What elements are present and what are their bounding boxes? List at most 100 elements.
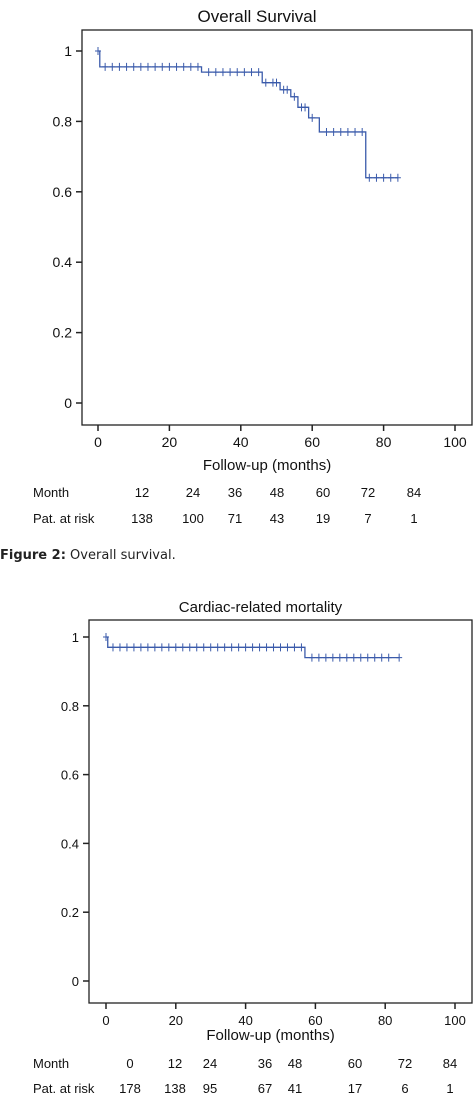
chart1-censor-mark: [102, 62, 109, 71]
chart1-risk-month: 72: [361, 485, 375, 500]
chart2-censor-mark: [396, 653, 403, 662]
chart1-y-tick-label: 0.2: [53, 325, 73, 341]
chart2-x-tick-label: 80: [378, 1013, 392, 1028]
chart2-censor-mark: [130, 643, 137, 652]
chart1-censor-mark: [194, 62, 201, 71]
chart1-censor-mark: [152, 62, 159, 71]
chart1-plot-frame: [81, 29, 473, 426]
chart1-censor-mark: [291, 92, 298, 101]
chart2-risk-at-risk-count: 1: [446, 1081, 453, 1096]
chart2-risk-at-risk-count: 67: [258, 1081, 272, 1096]
chart1-censor-mark: [394, 173, 401, 182]
chart1-censor-mark: [205, 68, 212, 77]
chart2-censor-mark: [151, 643, 158, 652]
chart2-y-tick-label: 1: [72, 630, 79, 645]
chart1-censor-mark: [166, 62, 173, 71]
chart2-censor-mark: [228, 643, 235, 652]
chart2-censor-mark: [298, 643, 305, 652]
chart1-censor-mark: [109, 62, 116, 71]
chart2-y-tick-label: 0.2: [61, 905, 79, 920]
chart2-risk-month: 48: [288, 1056, 302, 1071]
chart1-censor-mark: [273, 78, 280, 87]
chart2-censor-mark: [116, 643, 123, 652]
chart1-survival-curve: [98, 50, 398, 179]
chart2-y-tick-label: 0: [72, 974, 79, 989]
chart2-censor-mark: [270, 643, 277, 652]
chart2-censor-mark: [165, 643, 172, 652]
chart1-risk-at-risk-count: 7: [364, 511, 371, 526]
chart2-risk-at-risk-count: 138: [164, 1081, 186, 1096]
chart2-risk-at-risk-count: 17: [348, 1081, 362, 1096]
chart1-censor-mark: [330, 127, 337, 136]
chart2-x-tick-label: 100: [444, 1013, 466, 1028]
chart2-censor-mark: [371, 653, 378, 662]
chart2-censor-mark: [214, 643, 221, 652]
chart1-risk-month: 12: [135, 485, 149, 500]
chart2-censor-mark: [144, 643, 151, 652]
chart1-censor-mark: [159, 62, 166, 71]
chart2-y-tick-label: 0.4: [61, 836, 79, 851]
chart1-censor-mark: [352, 127, 359, 136]
caption-label: Figure 2:: [0, 548, 66, 563]
chart1-y-tick-label: 0.8: [53, 113, 73, 129]
chart1-censor-mark: [387, 173, 394, 182]
chart2-censor-mark: [385, 653, 392, 662]
chart1-censor-mark: [173, 62, 180, 71]
chart2-risk-month: 60: [348, 1056, 362, 1071]
chart2-censor-mark: [193, 643, 200, 652]
chart2-censor-mark: [158, 643, 165, 652]
chart2-censor-mark: [123, 643, 130, 652]
chart1-x-tick-label: 0: [94, 434, 102, 450]
chart1-censor-mark: [255, 68, 262, 77]
chart2-censor-mark: [200, 643, 207, 652]
chart2-censor-mark: [329, 653, 336, 662]
chart2-censor-mark: [364, 653, 371, 662]
chart1-risk-row-label-month: Month: [33, 485, 69, 500]
chart1-censor-mark: [234, 68, 241, 77]
chart1-censor-mark: [344, 127, 351, 136]
chart2-risk-at-risk-count: 95: [203, 1081, 217, 1096]
chart1-title: Overall Survival: [197, 7, 316, 26]
chart2-title: Cardiac-related mortality: [179, 599, 343, 616]
chart2-censor-mark: [378, 653, 385, 662]
chart1-censor-mark: [227, 68, 234, 77]
chart2-risk-at-risk-count: 178: [119, 1081, 141, 1096]
chart1-censor-mark: [323, 127, 330, 136]
chart1-risk-month: 48: [270, 485, 284, 500]
chart1-censor-mark: [366, 173, 373, 182]
chart2-risk-row-label-at-risk: Pat. at risk: [33, 1081, 95, 1096]
chart1-x-tick-label: 20: [162, 434, 178, 450]
chart1-risk-row-label-at-risk: Pat. at risk: [33, 511, 95, 526]
chart2-censor-mark: [322, 653, 329, 662]
chart2-censor-mark: [242, 643, 249, 652]
chart1-y-tick-label: 0: [64, 395, 72, 411]
chart1-censor-mark: [373, 173, 380, 182]
chart1-censor-mark: [380, 173, 387, 182]
chart2-risk-month: 36: [258, 1056, 272, 1071]
chart1-censor-mark: [130, 62, 137, 71]
chart1-risk-month: 84: [407, 485, 421, 500]
chart2-censor-mark: [179, 643, 186, 652]
chart2-risk-at-risk-count: 6: [401, 1081, 408, 1096]
chart2-risk-month: 84: [443, 1056, 457, 1071]
chart1-censor-mark: [123, 62, 130, 71]
chart2-censor-mark: [109, 643, 116, 652]
chart1-risk-at-risk-count: 43: [270, 511, 284, 526]
chart1-x-tick-label: 60: [304, 434, 320, 450]
chart2-risk-month: 72: [398, 1056, 412, 1071]
chart2-censor-mark: [103, 633, 109, 641]
chart1-y-tick-label: 0.6: [53, 184, 73, 200]
chart1-censor-mark: [137, 62, 144, 71]
chart1-censor-mark: [302, 103, 309, 112]
caption-text: Overall survival.: [70, 548, 176, 563]
chart2-censor-mark: [249, 643, 256, 652]
chart2-x-tick-label: 0: [102, 1013, 109, 1028]
chart2-risk-month: 0: [126, 1056, 133, 1071]
chart2-risk-row-label-month: Month: [33, 1056, 69, 1071]
chart1-risk-month: 36: [228, 485, 242, 500]
chart2-censor-mark: [336, 653, 343, 662]
chart2-y-tick-label: 0.6: [61, 768, 79, 783]
chart2-risk-month: 24: [203, 1056, 217, 1071]
chart1-censor-mark: [284, 85, 291, 94]
